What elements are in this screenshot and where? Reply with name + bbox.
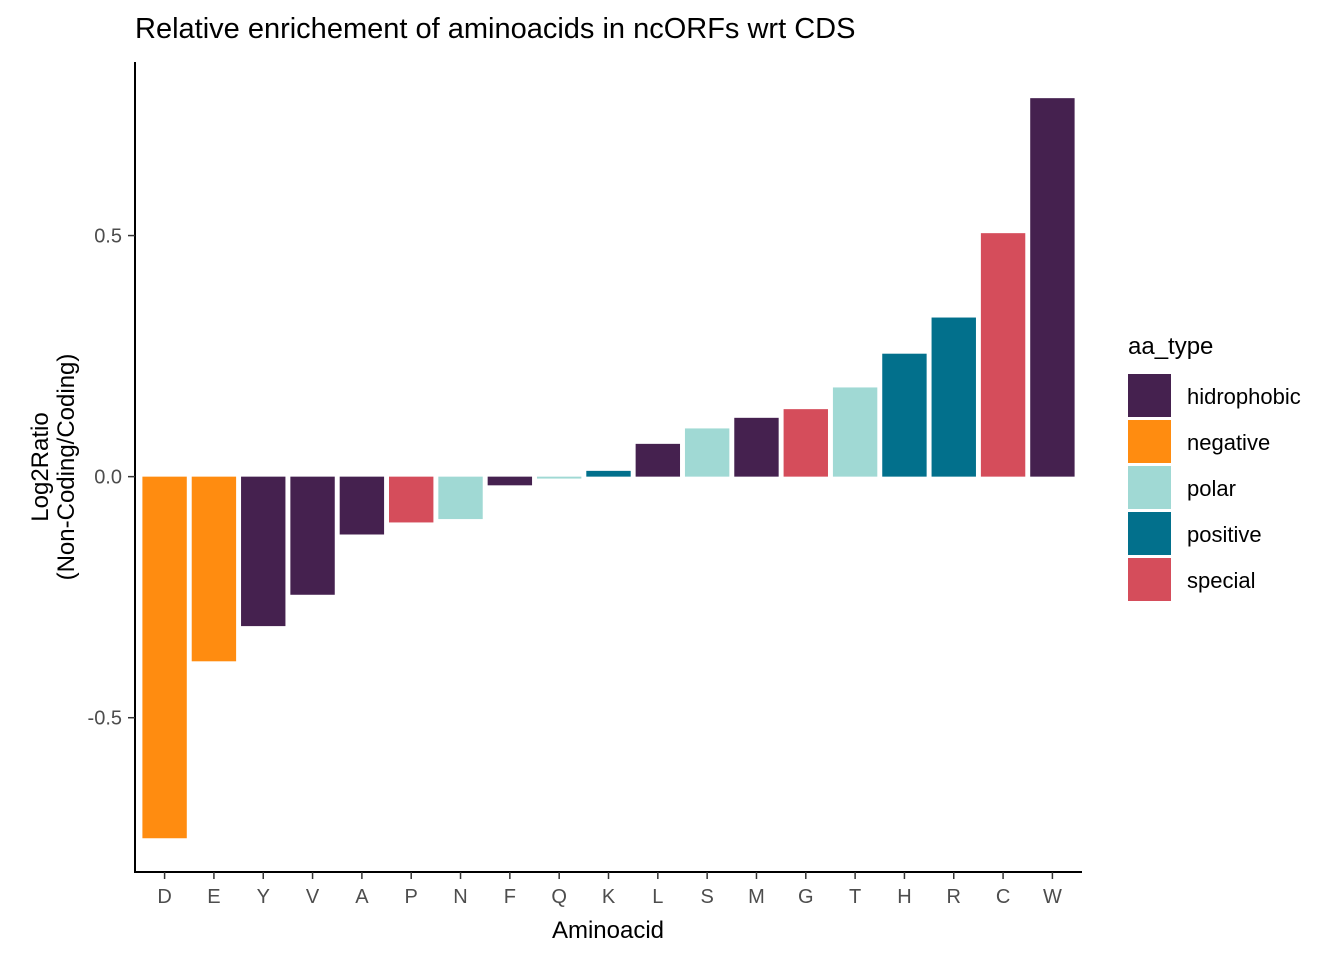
x-axis-title: Aminoacid (552, 917, 664, 944)
plot-area (142, 98, 1075, 839)
y-tick-label: -0.5 (88, 708, 122, 730)
bar-S (684, 428, 730, 477)
y-tick-label: 0.0 (94, 467, 122, 489)
bar-D (142, 476, 187, 839)
y-axis-title: Log2Ratio (Non-Coding/Coding) (27, 354, 80, 581)
chart-title: Relative enrichement of aminoacids in nc… (135, 13, 855, 45)
x-tick-label: W (1043, 886, 1062, 908)
x-tick-label: C (996, 886, 1010, 908)
legend-swatch-hidrophobic (1128, 374, 1171, 417)
y-tick-label: 0.5 (94, 226, 122, 248)
bar-Q (536, 476, 582, 479)
bar-Y (241, 476, 286, 627)
bar-W (1030, 98, 1075, 477)
x-tick-label: N (453, 886, 467, 908)
x-tick-label: A (355, 886, 369, 908)
y-axis-title-line-2: (Non-Coding/Coding) (53, 354, 80, 581)
bar-G (783, 409, 828, 477)
x-tick-label: Q (551, 886, 567, 908)
x-tick-label: G (798, 886, 814, 908)
bar-L (635, 443, 681, 477)
x-tick-label: M (748, 886, 765, 908)
legend-swatch-positive (1128, 512, 1171, 555)
x-tick-label: T (849, 886, 861, 908)
bar-P (389, 476, 434, 523)
legend-label-hidrophobic: hidrophobic (1187, 384, 1301, 409)
x-tick-label: V (306, 886, 320, 908)
x-tick-label: P (405, 886, 418, 908)
bar-A (339, 476, 385, 535)
bar-V (290, 476, 335, 595)
x-tick-label: L (652, 886, 663, 908)
x-tick-label: R (947, 886, 961, 908)
bar-T (832, 387, 878, 477)
legend-swatch-polar (1128, 466, 1171, 509)
legend-label-polar: polar (1187, 476, 1236, 501)
x-tick-label: Y (257, 886, 270, 908)
x-tick-label: S (700, 886, 713, 908)
legend-label-negative: negative (1187, 430, 1270, 455)
legend-swatch-negative (1128, 420, 1171, 463)
legend: aa_type hidrophobic negative polar positive… (1128, 333, 1301, 601)
bar-M (734, 417, 779, 477)
x-tick-label: D (157, 886, 171, 908)
legend-label-special: special (1187, 568, 1255, 593)
x-tick-label: F (504, 886, 516, 908)
bar-E (191, 476, 237, 662)
legend-label-positive: positive (1187, 522, 1262, 547)
bar-H (882, 353, 927, 477)
x-tick-label: E (207, 886, 220, 908)
y-axis-ticks: -0.5 0.0 0.5 (88, 226, 135, 730)
bar-F (487, 476, 533, 486)
bar-N (438, 476, 483, 520)
legend-swatch-special (1128, 558, 1171, 601)
x-tick-label: K (602, 886, 616, 908)
bar-C (980, 233, 1026, 477)
bar-K (586, 470, 631, 477)
legend-title: aa_type (1128, 333, 1213, 360)
y-axis-title-line-1: Log2Ratio (27, 412, 54, 521)
x-tick-label: H (897, 886, 911, 908)
bar-R (931, 317, 976, 477)
